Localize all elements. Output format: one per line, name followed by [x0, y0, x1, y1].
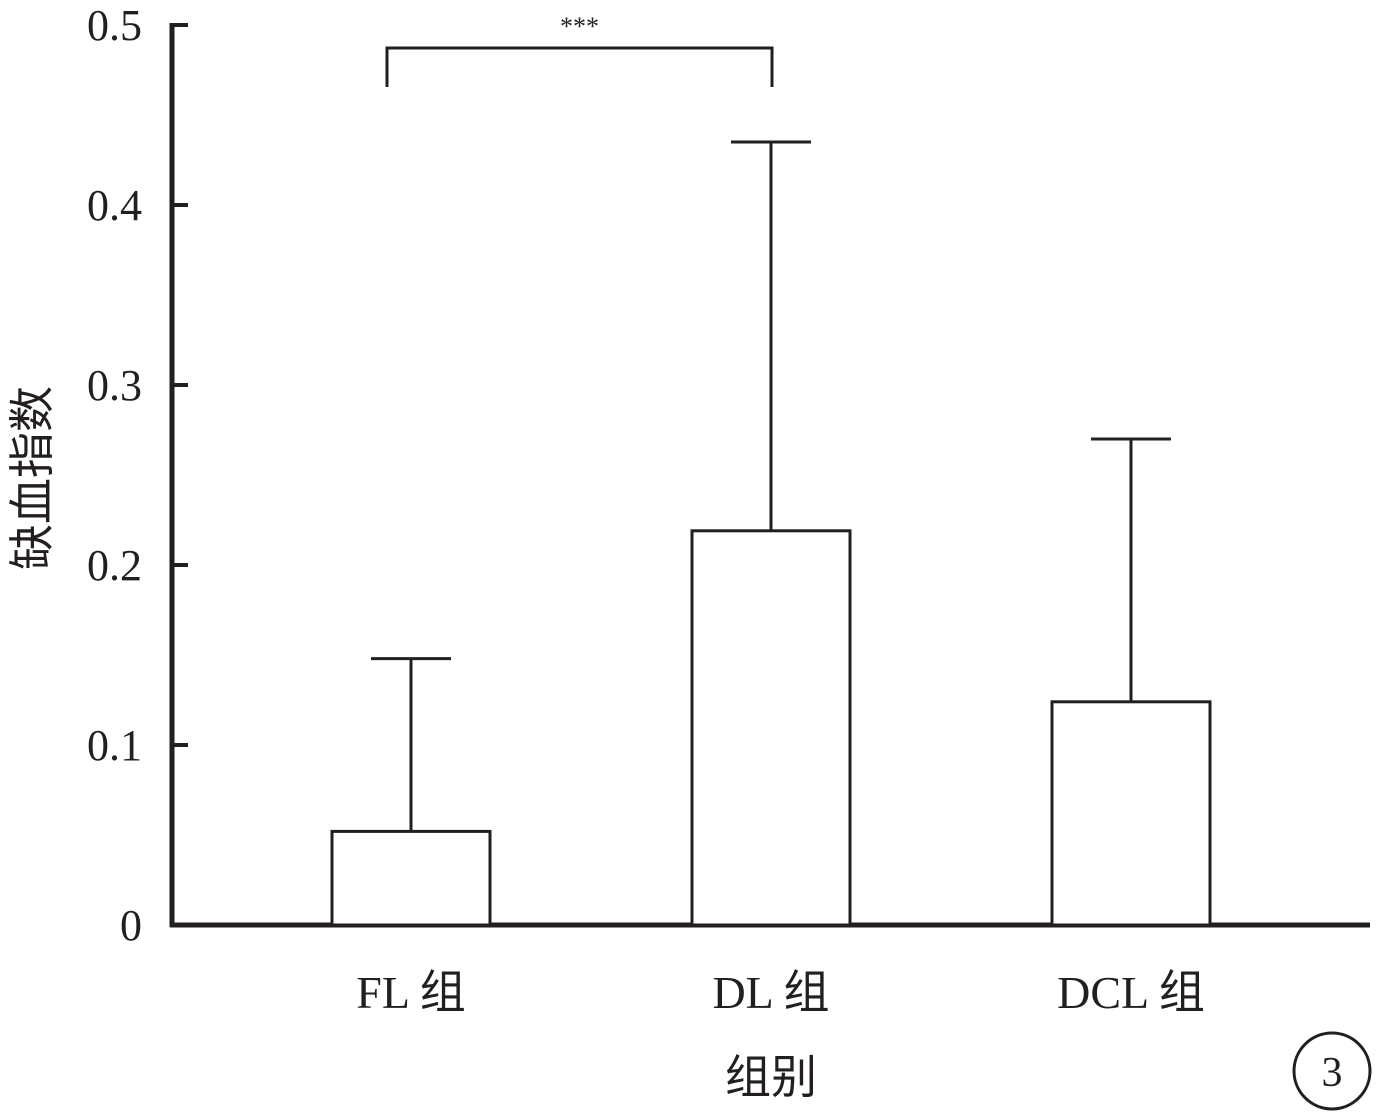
panel-label: 3: [1322, 1050, 1343, 1096]
y-tick-label: 0: [120, 901, 142, 950]
panel-label-circle: [1292, 1031, 1372, 1111]
significance-label: ***: [560, 12, 599, 41]
x-axis-title: 组别: [725, 1052, 817, 1103]
x-category-label: DL 组: [712, 967, 829, 1018]
y-tick-label: 0.1: [87, 721, 142, 770]
bars-group: [330, 529, 1212, 927]
error-bars-group: [371, 140, 1171, 832]
y-tick-label: 0.2: [87, 541, 142, 590]
y-tick-label: 0.4: [87, 181, 142, 230]
significance-group: [385, 46, 774, 87]
y-tick-label: 0.3: [87, 361, 142, 410]
bar: [690, 529, 852, 927]
bar: [1050, 700, 1212, 927]
y-tick-label: 0.5: [87, 1, 142, 50]
x-category-label: DCL 组: [1057, 967, 1205, 1018]
x-category-label: FL 组: [356, 967, 465, 1018]
bar: [330, 829, 492, 927]
labels-group: 0 0.1 0.2 0.3 0.4 0.5 FL 组 DL 组 DCL 组 *** 组别 缺血指数 3: [7, 1, 1372, 1111]
y-axis-title: 缺血指数: [7, 386, 58, 570]
significance-bracket: [385, 46, 774, 87]
